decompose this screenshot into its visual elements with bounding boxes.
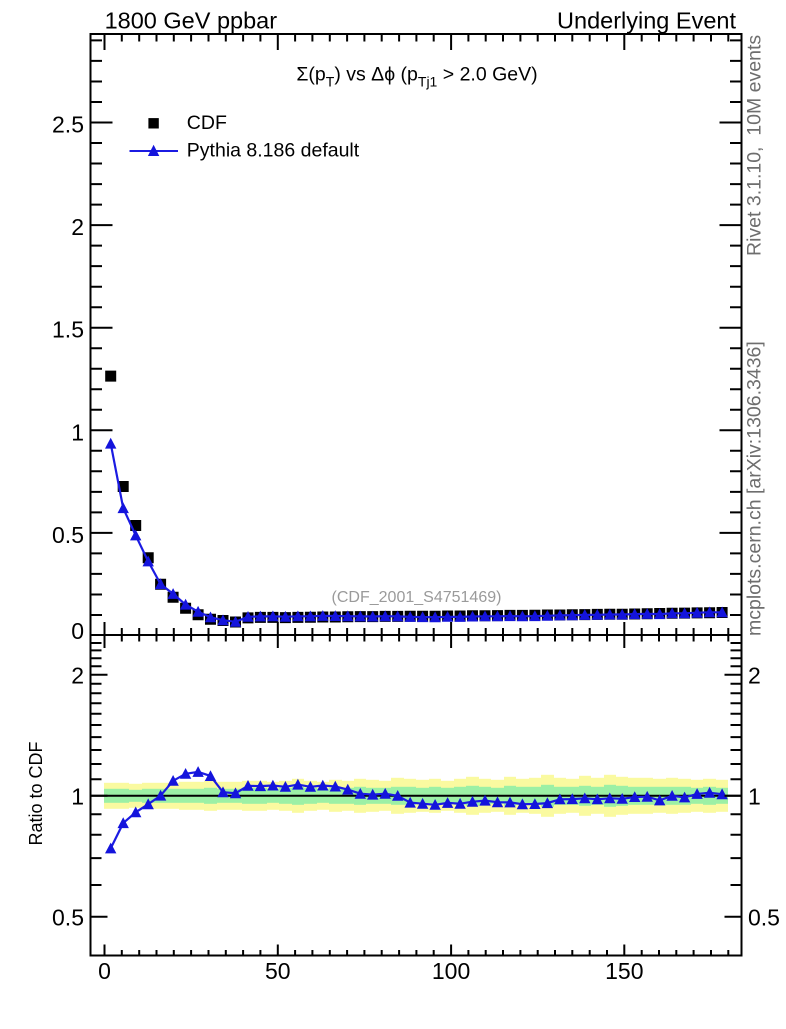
svg-text:1800 GeV ppbar: 1800 GeV ppbar <box>105 8 278 34</box>
svg-text:0: 0 <box>71 618 84 644</box>
svg-text:0.5: 0.5 <box>748 904 780 930</box>
svg-text:Underlying Event: Underlying Event <box>557 8 736 34</box>
svg-text:50: 50 <box>265 958 291 984</box>
svg-text:Pythia 8.186 default: Pythia 8.186 default <box>187 140 360 162</box>
svg-text:Σ(pT) vs Δϕ (pTj1 > 2.0 GeV): Σ(pT) vs Δϕ (pTj1 > 2.0 GeV) <box>296 64 537 90</box>
svg-text:0.5: 0.5 <box>52 522 84 548</box>
svg-text:100: 100 <box>432 958 470 984</box>
svg-text:Rivet 3.1.10, 10M events: Rivet 3.1.10, 10M events <box>744 35 766 256</box>
svg-text:mcplots.cern.ch [arXiv:1306.34: mcplots.cern.ch [arXiv:1306.3436] <box>744 341 766 636</box>
svg-text:150: 150 <box>605 958 643 984</box>
svg-text:2: 2 <box>71 214 84 240</box>
svg-text:0.5: 0.5 <box>52 904 84 930</box>
svg-text:1.5: 1.5 <box>52 317 84 343</box>
svg-text:Ratio to CDF: Ratio to CDF <box>26 741 46 845</box>
svg-text:1: 1 <box>71 419 84 445</box>
svg-text:(CDF_2001_S4751469): (CDF_2001_S4751469) <box>332 589 502 606</box>
svg-text:1: 1 <box>748 783 761 809</box>
svg-text:1: 1 <box>71 783 84 809</box>
svg-text:2: 2 <box>71 662 84 688</box>
svg-text:2: 2 <box>748 662 761 688</box>
svg-text:2.5: 2.5 <box>52 112 84 138</box>
svg-text:0: 0 <box>98 958 111 984</box>
svg-text:CDF: CDF <box>187 112 227 134</box>
